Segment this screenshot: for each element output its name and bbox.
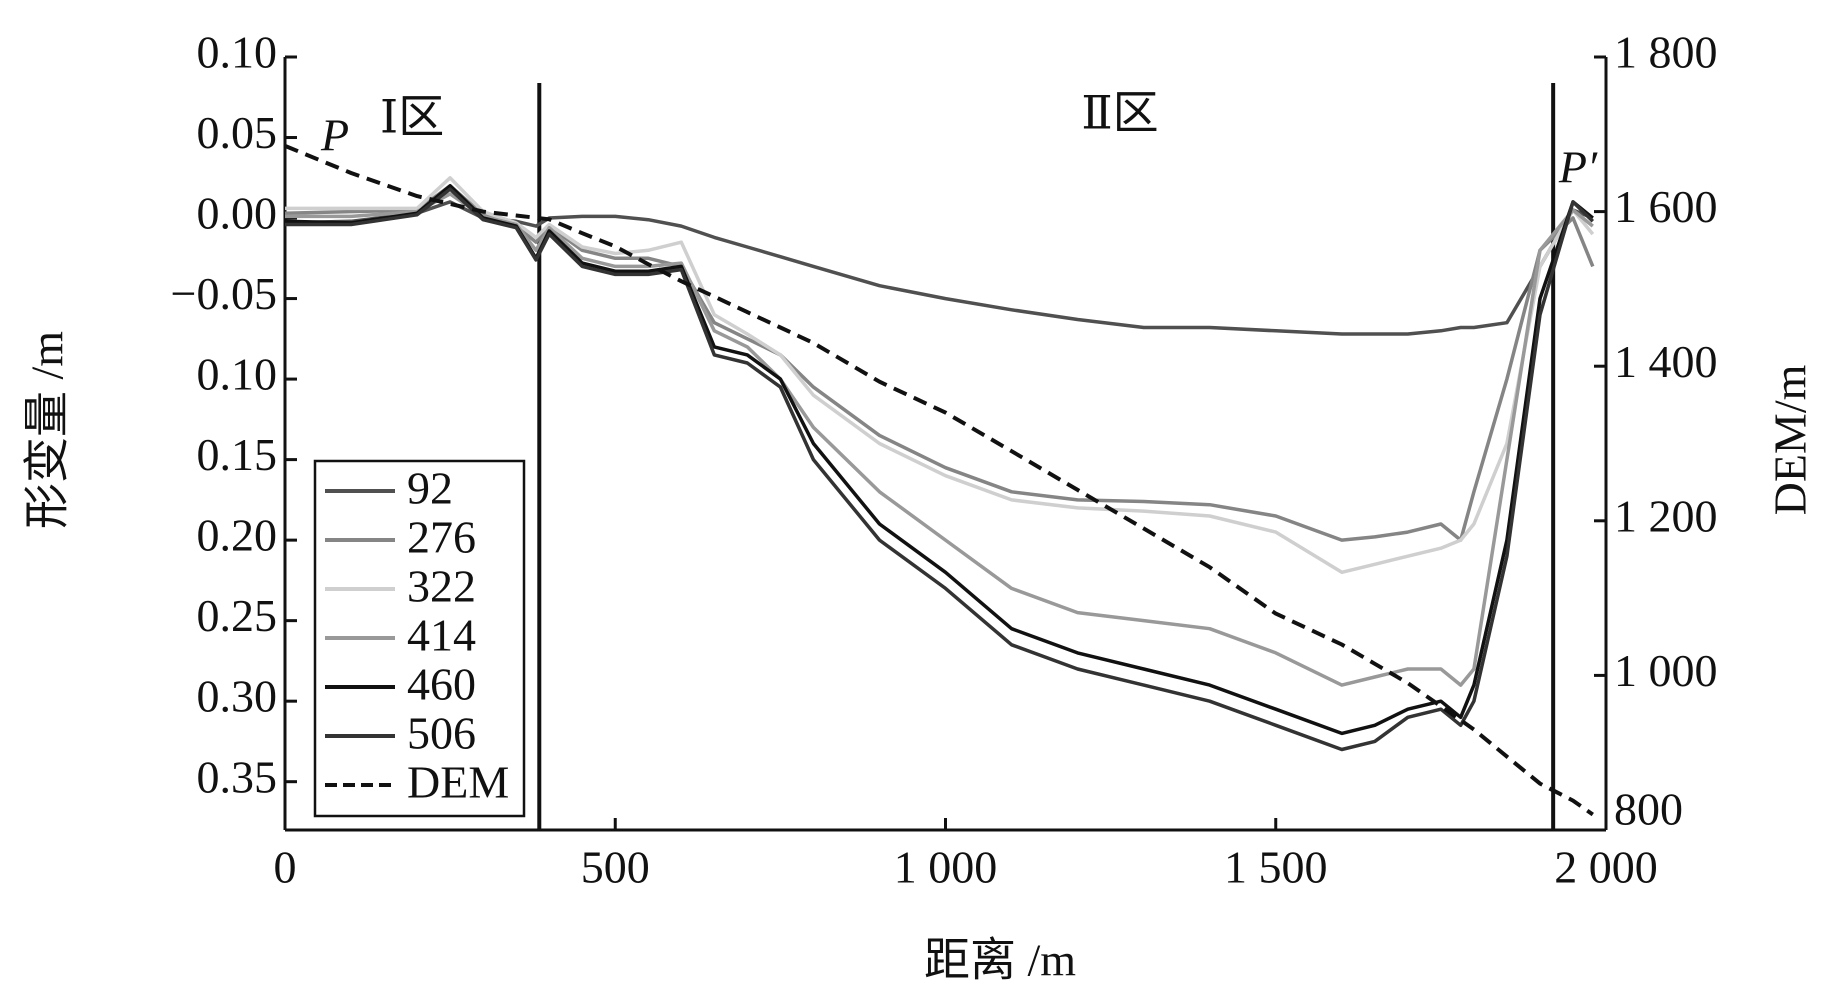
y-axis-label: 形变量 /m [22, 331, 73, 529]
x-tick-label: 2 000 [1554, 842, 1658, 893]
y2-tick-label: 800 [1614, 784, 1683, 835]
y2-axis-label: DEM/m [1765, 364, 1816, 515]
series-line [284, 200, 1594, 336]
y-tick-label: 0.10 [197, 27, 278, 78]
y2-tick-label: 1 200 [1614, 490, 1718, 541]
annotation: Ⅱ区 [1081, 88, 1158, 139]
series-line [285, 187, 1595, 752]
y-tick-label: 0.25 [197, 590, 278, 641]
x-tick-label: 1 000 [894, 842, 998, 893]
legend-label: 506 [407, 708, 476, 759]
y2-tick-label: 1 800 [1614, 27, 1718, 78]
legend-label: 460 [407, 659, 476, 710]
y-tick-label: 0.05 [197, 107, 278, 158]
annotation: P′ [1558, 142, 1598, 193]
annotation: P [320, 110, 349, 161]
x-tick-label: 500 [581, 842, 650, 893]
y-tick-label: 0.00 [197, 188, 278, 239]
y2-tick-label: 1 000 [1614, 645, 1718, 696]
y-tick-label: 0.20 [197, 510, 278, 561]
series-line [285, 176, 1595, 575]
annotation: Ⅰ区 [380, 92, 444, 143]
legend-label: DEM [407, 757, 509, 808]
series-line [285, 192, 1594, 687]
x-axis-label: 距离 /m [924, 935, 1076, 986]
x-tick-label: 0 [274, 842, 297, 893]
legend-label: 414 [407, 610, 476, 661]
legend-label: 92 [407, 463, 453, 514]
y-tick-label: 0.15 [197, 429, 278, 480]
y2-tick-label: 1 400 [1614, 336, 1718, 387]
series-line [284, 144, 1594, 817]
y-tick-label: 0.35 [197, 751, 278, 802]
y-tick-label: 0.10 [197, 349, 278, 400]
y2-tick-label: 1 600 [1614, 181, 1718, 232]
legend-label: 322 [407, 561, 476, 612]
y-tick-label: −0.05 [171, 268, 277, 319]
y-tick-label: 0.30 [197, 671, 278, 722]
x-tick-label: 1 500 [1224, 842, 1328, 893]
legend-label: 276 [407, 512, 476, 563]
